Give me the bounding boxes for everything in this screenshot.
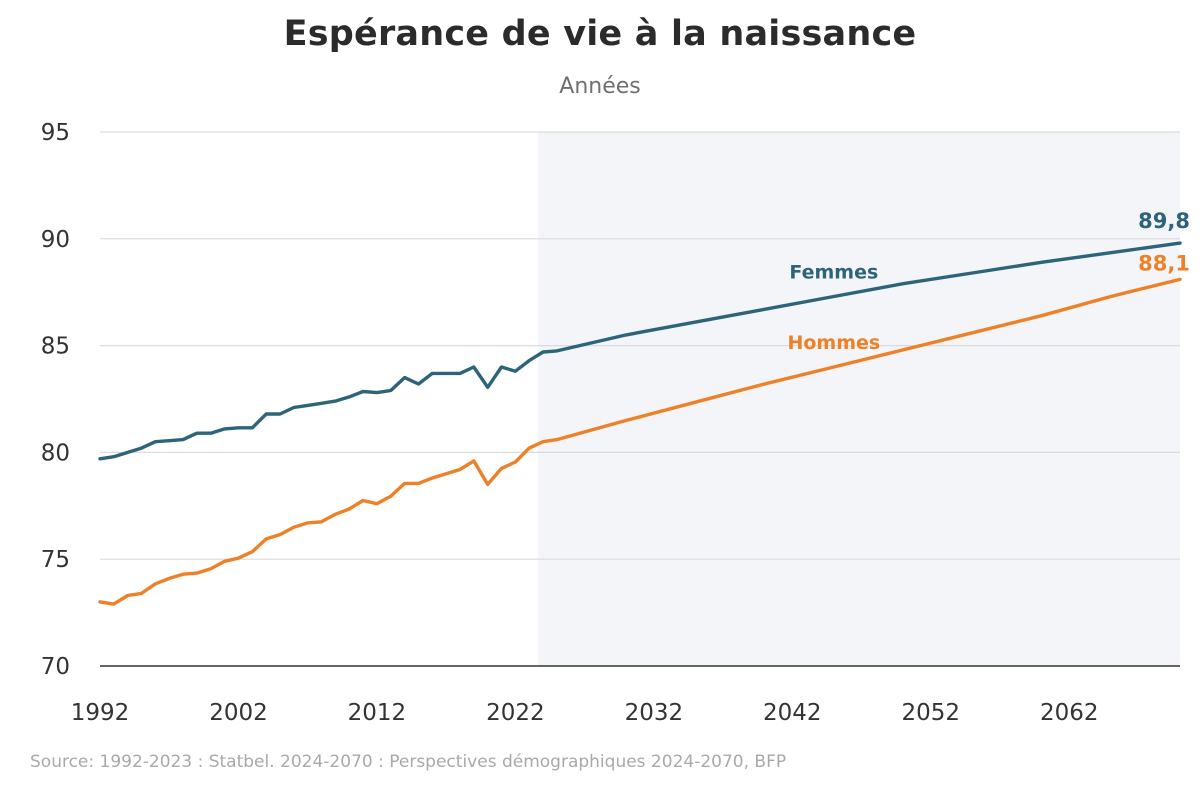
x-axis-ticks: 1992 2002 2012 2022 2032 2042 2052 2062 — [71, 700, 1099, 726]
y-axis-ticks: 70 75 80 85 90 95 — [41, 120, 70, 680]
chart-title: Espérance de vie à la naissance — [283, 14, 917, 54]
y-tick-label: 75 — [41, 547, 70, 573]
y-tick-label: 80 — [41, 440, 70, 466]
projection-shading — [538, 132, 1180, 666]
x-tick-label: 2062 — [1040, 700, 1099, 726]
y-tick-label: 90 — [41, 227, 70, 253]
series-labels: Femmes 89,8 Hommes 88,1 — [787, 209, 1190, 354]
y-tick-label: 70 — [41, 654, 70, 680]
end-value-femmes: 89,8 — [1138, 209, 1190, 233]
series-name-femmes: Femmes — [789, 261, 878, 283]
end-value-hommes: 88,1 — [1138, 251, 1190, 275]
x-tick-label: 1992 — [71, 700, 130, 726]
x-tick-label: 2032 — [625, 700, 684, 726]
x-tick-label: 2052 — [901, 700, 960, 726]
source-note: Source: 1992-2023 : Statbel. 2024-2070 :… — [30, 752, 787, 772]
series-line-femmes — [98, 241, 1182, 461]
gridlines — [100, 131, 1180, 560]
chart-subtitle: Années — [559, 74, 641, 99]
series-line-hommes — [98, 277, 1182, 606]
y-tick-label: 95 — [41, 120, 70, 146]
series-lines — [98, 241, 1182, 606]
x-tick-label: 2042 — [763, 700, 822, 726]
y-tick-label: 85 — [41, 334, 70, 360]
x-tick-label: 2022 — [486, 700, 545, 726]
x-tick-label: 2002 — [209, 700, 268, 726]
series-name-hommes: Hommes — [787, 332, 880, 354]
x-tick-label: 2012 — [348, 700, 407, 726]
